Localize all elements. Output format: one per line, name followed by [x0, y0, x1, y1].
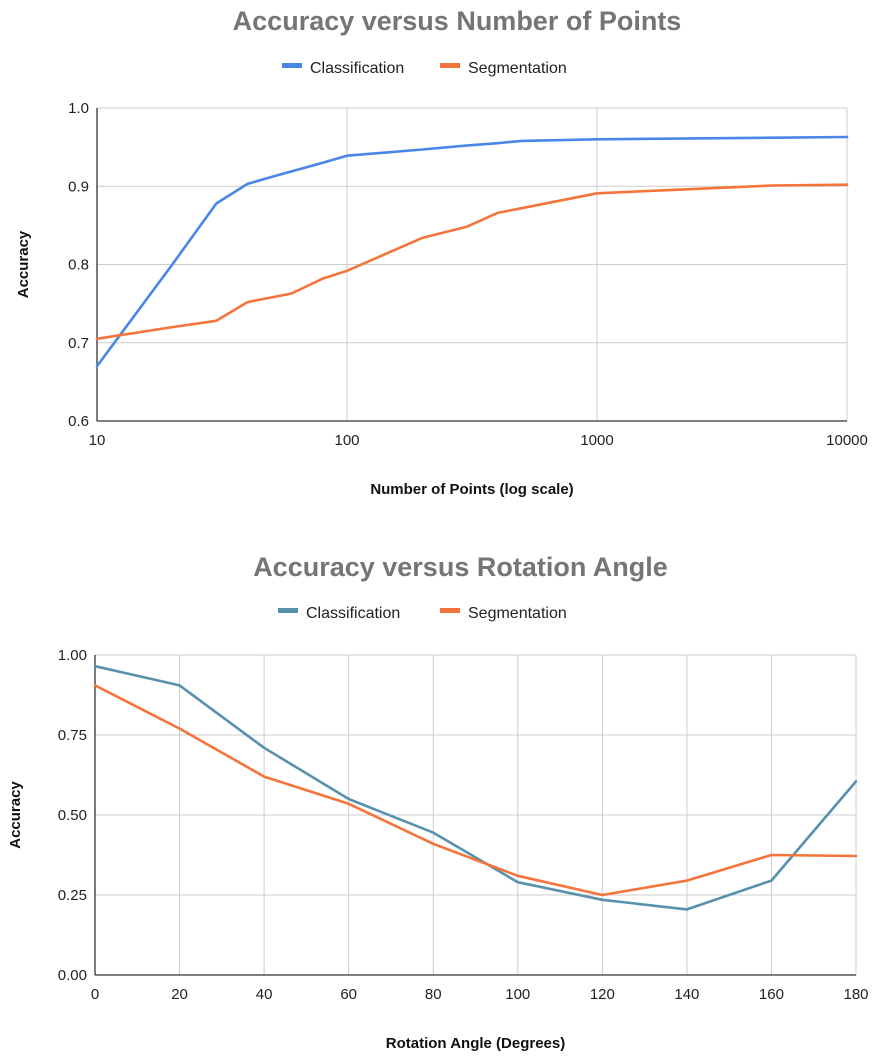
x-tick-label: 0: [91, 986, 99, 1003]
series-line-segmentation: [93, 684, 858, 897]
x-tick-label: 60: [340, 986, 357, 1003]
legend-swatch-segmentation: [440, 63, 460, 68]
y-tick-label: 1.0: [68, 100, 89, 117]
y-tick-label: 0.25: [58, 887, 87, 904]
y-tick-label: 0.75: [58, 727, 87, 744]
x-tick-label: 100: [505, 986, 530, 1003]
x-tick-label: 160: [759, 986, 784, 1003]
series-line-classification: [95, 135, 849, 368]
y-axis-label: Accuracy: [7, 781, 24, 849]
y-tick-label: 0.00: [58, 967, 87, 984]
x-axis-label: Number of Points (log scale): [370, 481, 573, 498]
legend-swatch-classification: [282, 63, 302, 68]
x-tick-label: 140: [674, 986, 699, 1003]
legend-swatch-segmentation: [440, 608, 460, 613]
x-tick-label: 80: [425, 986, 442, 1003]
x-tick-label: 180: [843, 986, 868, 1003]
legend-label-segmentation: Segmentation: [468, 60, 567, 77]
chart-title: Accuracy versus Rotation Angle: [253, 552, 668, 582]
x-tick-label: 10000: [826, 432, 868, 449]
legend-label-segmentation: Segmentation: [468, 605, 567, 622]
x-axis-label: Rotation Angle (Degrees): [386, 1035, 565, 1052]
x-tick-label: 10: [89, 432, 106, 449]
x-tick-label: 40: [256, 986, 273, 1003]
chart-1: Accuracy versus Number of Points Classifi…: [15, 6, 868, 498]
y-tick-label: 1.00: [58, 647, 87, 664]
chart-title: Accuracy versus Number of Points: [233, 6, 682, 36]
legend-label-classification: Classification: [310, 60, 404, 77]
y-tick-label: 0.6: [68, 413, 89, 430]
x-tick-label: 120: [590, 986, 615, 1003]
y-tick-label: 0.50: [58, 807, 87, 824]
series-line-segmentation: [95, 183, 849, 341]
y-tick-label: 0.7: [68, 335, 89, 352]
series-line-classification: [93, 664, 858, 911]
legend-swatch-classification: [278, 608, 298, 613]
y-tick-label: 0.9: [68, 178, 89, 195]
x-tick-label: 1000: [580, 432, 613, 449]
chart-2: Accuracy versus Rotation Angle Classifica…: [7, 552, 869, 1052]
y-axis-label: Accuracy: [15, 230, 32, 298]
y-tick-label: 0.8: [68, 257, 89, 274]
x-tick-label: 20: [171, 986, 188, 1003]
legend-label-classification: Classification: [306, 605, 400, 622]
x-tick-label: 100: [334, 432, 359, 449]
